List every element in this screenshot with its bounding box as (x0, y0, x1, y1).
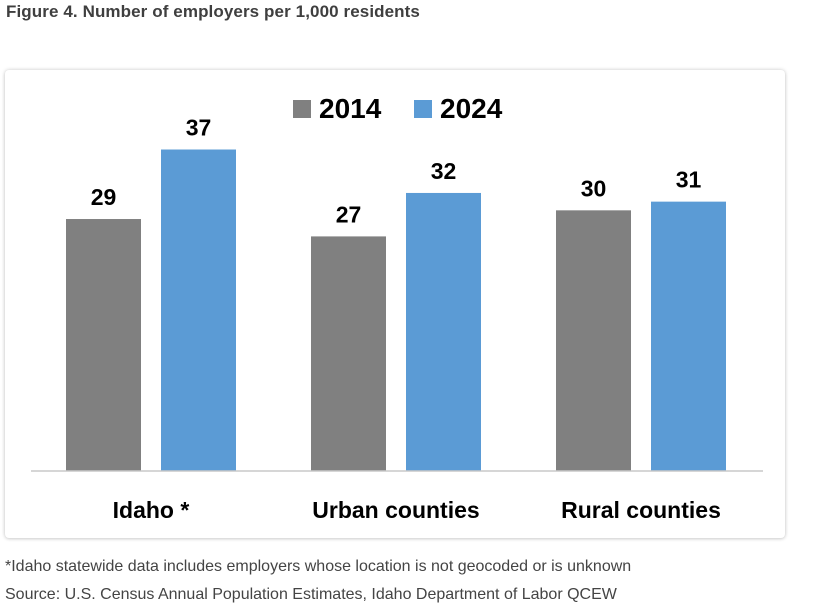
legend-swatch-2014 (293, 100, 311, 118)
bar-chart: 2014 2024 29 37 27 32 30 31 Idaho * Urban count… (31, 93, 763, 523)
x-axis-tick-labels: Idaho * Urban counties Rural counties (113, 497, 721, 523)
bar-2024-rural-counties (651, 201, 726, 471)
data-label-2024-rural-counties: 31 (676, 167, 702, 193)
figure-title: Figure 4. Number of employers per 1,000 … (6, 2, 420, 21)
chart-data-labels: 29 37 27 32 30 31 (91, 115, 702, 228)
data-label-2014-idaho: 29 (91, 184, 117, 210)
data-label-2014-urban-counties: 27 (336, 201, 362, 227)
x-tick-rural-counties: Rural counties (561, 497, 721, 523)
data-label-2024-urban-counties: 32 (431, 158, 457, 184)
legend-label-2014: 2014 (319, 93, 382, 124)
data-label-2024-idaho: 37 (186, 115, 212, 141)
bar-2014-rural-counties (556, 210, 631, 472)
chart-bars (66, 149, 726, 472)
data-label-2014-rural-counties: 30 (581, 175, 607, 201)
bar-2014-idaho (66, 219, 141, 471)
bar-2024-idaho (161, 149, 236, 471)
legend-label-2024: 2024 (440, 93, 503, 124)
source-note: Source: U.S. Census Annual Population Es… (5, 586, 617, 603)
legend-swatch-2024 (414, 100, 432, 118)
chart-card: 2014 2024 29 37 27 32 30 31 Idaho * Urban count… (5, 70, 785, 538)
x-tick-idaho: Idaho * (113, 497, 190, 523)
chart-legend: 2014 2024 (293, 93, 503, 124)
bar-2014-urban-counties (311, 236, 386, 471)
footnote: *Idaho statewide data includes employers… (5, 558, 632, 575)
x-tick-urban-counties: Urban counties (312, 497, 479, 523)
bar-2024-urban-counties (406, 192, 481, 471)
